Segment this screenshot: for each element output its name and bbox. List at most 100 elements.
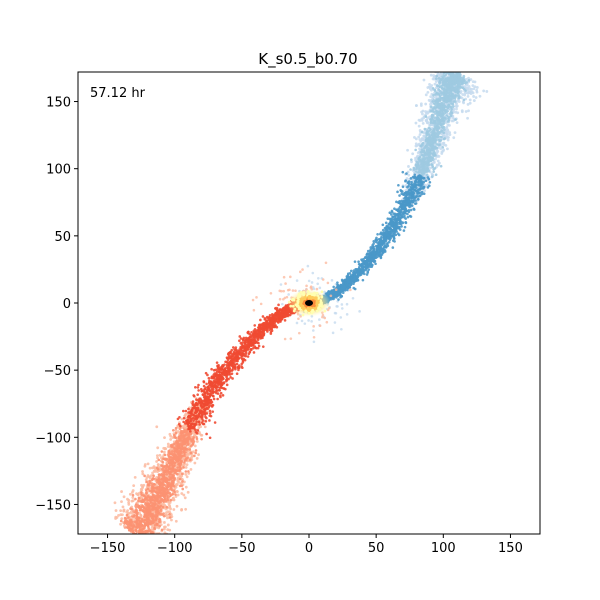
scatter-point (401, 185, 405, 189)
scatter-point (392, 228, 395, 232)
scatter-point (457, 100, 461, 103)
scatter-point (399, 209, 402, 213)
scatter-point (437, 92, 440, 96)
scatter-point (391, 246, 395, 249)
scatter-point (434, 77, 438, 80)
scatter-point (448, 82, 452, 85)
scatter-point (414, 148, 417, 152)
scatter-point (446, 120, 450, 123)
scatter-point (289, 337, 293, 340)
scatter-point (360, 258, 363, 261)
scatter-point (396, 190, 399, 194)
scatter-point (412, 194, 415, 197)
scatter-point (450, 111, 454, 115)
scatter-point (349, 280, 353, 284)
scatter-point (413, 175, 417, 179)
scatter-point (485, 90, 489, 93)
scatter-point (378, 244, 382, 248)
scatter-point (463, 85, 467, 88)
scatter-point (472, 87, 476, 91)
scatter-point (465, 81, 468, 84)
scatter-point (409, 189, 413, 192)
scatter-point (405, 200, 408, 204)
scatter-point (388, 231, 391, 234)
scatter-point (433, 167, 437, 170)
scatter-point (166, 523, 170, 527)
scatter-point (420, 192, 424, 196)
scatter-point (435, 74, 439, 78)
scatter-point (415, 194, 418, 198)
scatter-point (414, 137, 418, 141)
scatter-point (352, 286, 356, 290)
scatter-point (334, 288, 338, 292)
scatter-point (135, 492, 138, 495)
scatter-point (446, 84, 450, 88)
scatter-point (460, 82, 463, 86)
scatter-point (448, 123, 451, 127)
scatter-point (448, 133, 452, 137)
scatter-point (390, 213, 393, 216)
scatter-point (422, 137, 426, 141)
scatter-point (442, 119, 446, 123)
scatter-point (429, 140, 433, 144)
scatter-point (376, 241, 379, 245)
scatter-point (281, 302, 284, 306)
scatter-point (457, 94, 461, 97)
scatter-point (382, 250, 385, 253)
scatter-point (372, 257, 375, 260)
scatter-point (416, 190, 420, 194)
scatter-point (416, 164, 419, 167)
scatter-point (428, 123, 432, 127)
scatter-point (427, 133, 431, 136)
scatter-point (430, 113, 434, 117)
scatter-point (444, 100, 448, 103)
scatter-point (411, 186, 415, 190)
scatter-point (418, 129, 422, 132)
scatter-point (417, 179, 421, 182)
scatter-point (418, 133, 422, 136)
scatter-point (421, 163, 424, 166)
scatter-point (341, 291, 345, 295)
scatter-point (401, 204, 405, 207)
scatter-point (419, 102, 423, 106)
scatter-point (407, 165, 410, 168)
scatter-point (140, 483, 143, 487)
scatter-point (184, 472, 188, 476)
scatter-point (394, 233, 398, 237)
scatter-point (433, 136, 436, 140)
scatter-point (411, 152, 415, 156)
scatter-point (183, 414, 187, 418)
scatter-point (323, 290, 326, 294)
scatter-point (415, 160, 419, 164)
scatter-point (457, 75, 461, 78)
scatter-point (143, 463, 147, 466)
scatter-point (415, 167, 418, 171)
scatter-point (391, 232, 395, 236)
scatter-point (432, 120, 435, 123)
scatter-point (303, 322, 307, 325)
scatter-point (474, 96, 478, 99)
scatter-point (432, 154, 436, 157)
scatter-point (447, 136, 450, 139)
scatter-point (413, 136, 416, 139)
scatter-point (440, 86, 444, 90)
scatter-point (417, 135, 421, 139)
scatter-point (321, 315, 324, 319)
scatter-point (453, 100, 457, 103)
scatter-point (373, 252, 376, 256)
scatter-point (429, 73, 433, 77)
scatter-point (475, 88, 479, 92)
scatter-point (406, 181, 410, 185)
scatter-point (421, 121, 425, 125)
scatter-point (431, 95, 435, 99)
scatter-point (389, 226, 392, 230)
scatter-point (131, 499, 135, 503)
scatter-point (400, 215, 404, 219)
scatter-point (282, 275, 286, 279)
scatter-point (284, 282, 287, 285)
scatter-point (466, 94, 470, 98)
scatter-point (460, 110, 464, 114)
scatter-point (435, 143, 439, 146)
scatter-point (316, 282, 319, 286)
scatter-point (424, 179, 428, 183)
